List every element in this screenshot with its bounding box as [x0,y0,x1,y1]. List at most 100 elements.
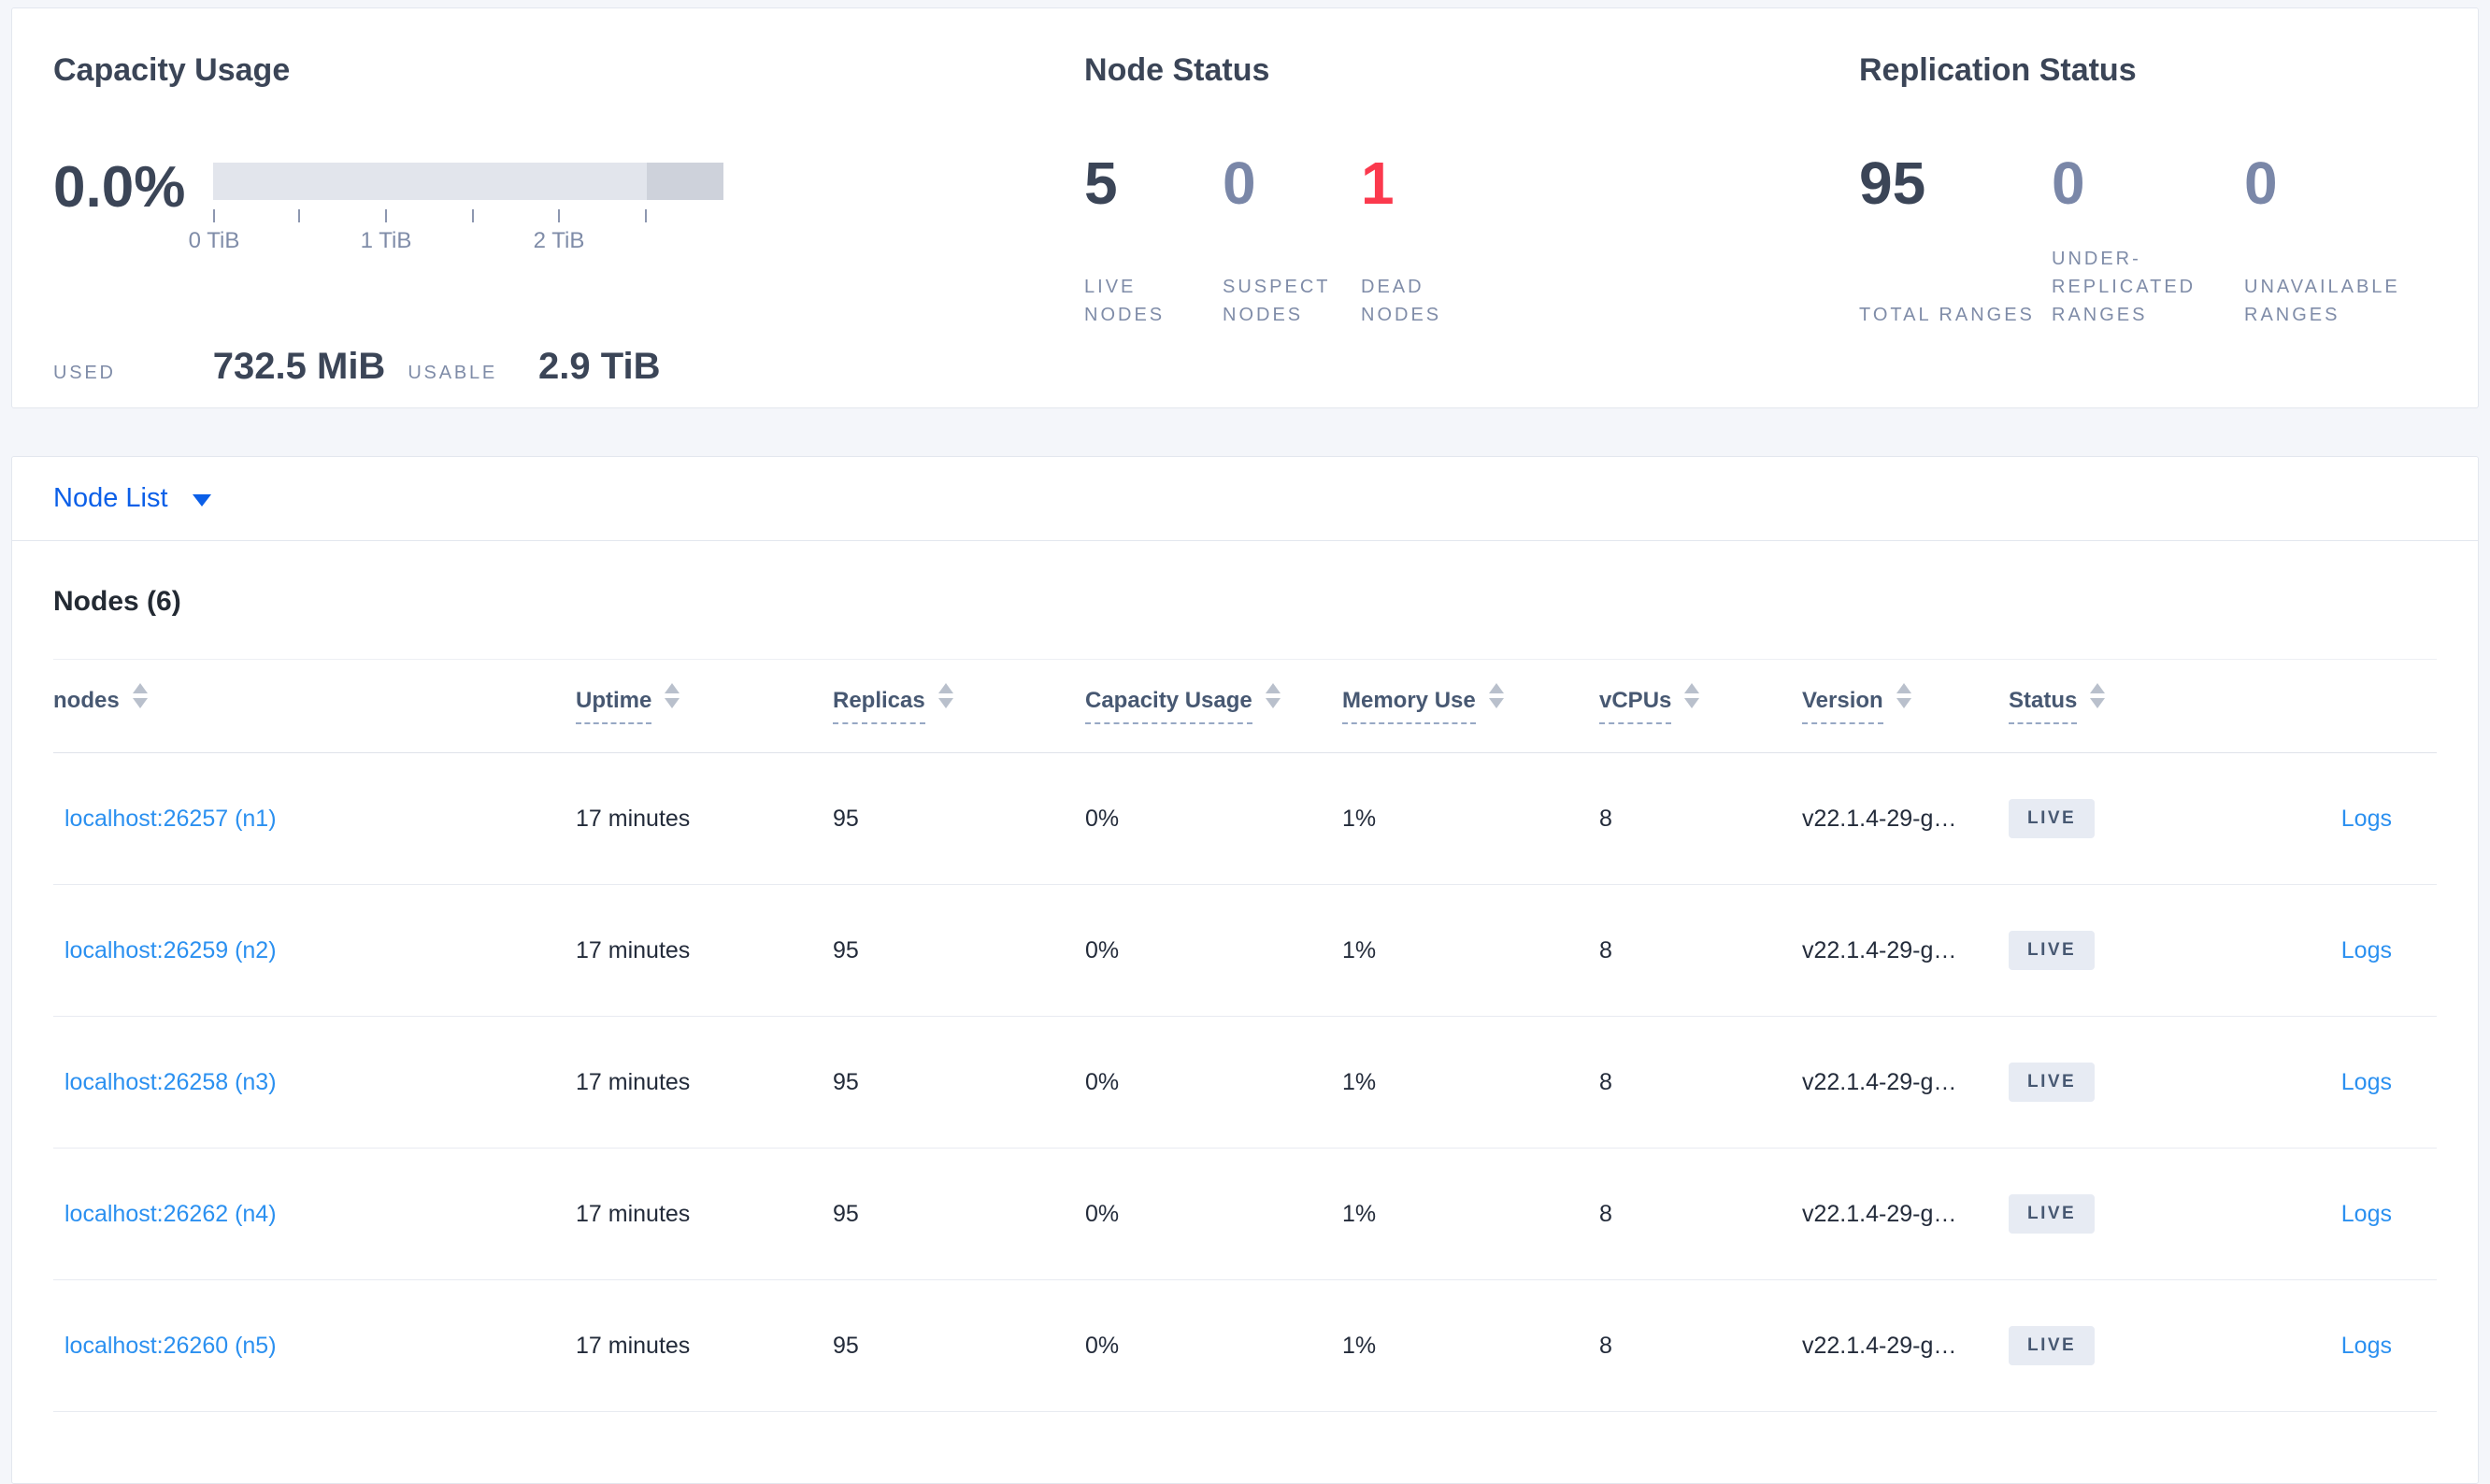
node-cell: localhost:26259 (n2) [53,884,576,1017]
stat-label: UNDER-REPLICATED RANGES [2052,249,2197,325]
column-header[interactable]: vCPUs [1599,659,1802,753]
sort-icon[interactable] [937,683,953,709]
column-header[interactable]: Replicas [833,659,1085,753]
node-status-section: Node Status 5 LIVE NODES 0 SUSPECT NODES… [1084,51,1859,407]
column-header[interactable]: Uptime [576,659,833,753]
sort-icon[interactable] [665,683,680,709]
chevron-down-icon[interactable] [192,494,211,507]
logs-link[interactable]: Logs [2340,805,2392,832]
uptime-cell: 17 minutes [576,752,833,885]
node-status-stats: 5 LIVE NODES 0 SUSPECT NODES 1 DEAD NODE… [1084,150,1859,329]
uptime-cell: 17 minutes [576,1279,833,1412]
stat-label: UNAVAILABLE RANGES [2244,277,2400,325]
table-row: localhost:26258 (n3) 17 minutes 95 0% 1%… [53,1016,2437,1149]
memory-cell: 1% [1342,884,1599,1017]
capacity-cell: 0% [1085,1279,1342,1412]
replication-status-title: Replication Status [1859,52,2137,88]
stat: 5 LIVE NODES [1084,150,1223,329]
logs-link[interactable]: Logs [2340,1200,2392,1227]
stat-label: TOTAL RANGES [1859,305,2035,325]
uptime-cell: 17 minutes [576,1148,833,1280]
usable-label: USABLE [408,363,498,383]
status-badge: LIVE [2009,1063,2096,1102]
capacity-used-percent: 0.0% [53,155,186,220]
node-status-title: Node Status [1084,52,1270,88]
node-link[interactable]: localhost:26259 (n2) [64,936,277,963]
sort-icon[interactable] [1896,683,1911,709]
node-cell: localhost:26260 (n5) [53,1279,576,1412]
column-header[interactable]: nodes [53,659,576,753]
status-cell: LIVE [2009,752,2214,885]
column-header[interactable]: Status [2009,659,2214,753]
version-cell: v22.1.4-29-g… [1802,884,2009,1017]
logs-cell: Logs [2214,752,2437,885]
nodes-section: Nodes (6) nodes Uptime Replicas Capacity… [12,586,2478,1412]
nodes-table: nodes Uptime Replicas Capacity Usage Mem… [53,659,2437,1412]
version-cell: v22.1.4-29-g… [1802,1148,2009,1280]
column-header[interactable]: Version [1802,659,2009,753]
node-link[interactable]: localhost:26258 (n3) [64,1068,277,1095]
capacity-bar-track [213,163,723,200]
capacity-usage-title: Capacity Usage [53,52,291,88]
sort-icon[interactable] [1265,683,1281,709]
logs-cell: Logs [2214,884,2437,1017]
replicas-cell: 95 [833,752,1085,885]
capacity-usage-section: Capacity Usage 0.0% 0 TiB 1 T [53,51,1084,407]
column-header[interactable] [2214,659,2437,753]
sort-icon[interactable] [1684,683,1700,709]
capacity-cell: 0% [1085,1148,1342,1280]
table-header-row: nodes Uptime Replicas Capacity Usage Mem… [53,659,2437,753]
sort-icon[interactable] [2090,683,2106,709]
logs-link[interactable]: Logs [2340,936,2392,963]
stat-value: 5 [1084,150,1118,217]
node-link[interactable]: localhost:26262 (n4) [64,1200,277,1227]
stat: 0 UNAVAILABLE RANGES [2244,150,2437,329]
replicas-cell: 95 [833,1148,1085,1280]
uptime-cell: 17 minutes [576,884,833,1017]
capacity-cell: 0% [1085,752,1342,885]
cluster-summary-panel: Capacity Usage 0.0% 0 TiB 1 T [11,7,2479,408]
column-header[interactable]: Memory Use [1342,659,1599,753]
version-cell: v22.1.4-29-g… [1802,1279,2009,1412]
node-link[interactable]: localhost:26260 (n5) [64,1332,277,1359]
version-cell: v22.1.4-29-g… [1802,752,2009,885]
capacity-bar-other-segment [647,163,723,200]
node-list-dropdown[interactable]: Node List [12,457,2478,541]
logs-link[interactable]: Logs [2340,1332,2392,1359]
replicas-cell: 95 [833,1016,1085,1149]
replicas-cell: 95 [833,1279,1085,1412]
capacity-usage-values: USED 732.5 MiB USABLE 2.9 TiB [53,346,1084,388]
table-body: localhost:26257 (n1) 17 minutes 95 0% 1%… [53,752,2437,1412]
memory-cell: 1% [1342,1016,1599,1149]
vcpus-cell: 8 [1599,884,1802,1017]
vcpus-cell: 8 [1599,752,1802,885]
vcpus-cell: 8 [1599,1279,1802,1412]
stat: 0 SUSPECT NODES [1223,150,1361,329]
axis-label-0tib: 0 TiB [188,228,240,253]
capacity-axis-ticks [213,209,723,222]
stat-value: 0 [2244,150,2278,217]
usable-value: 2.9 TiB [538,346,661,387]
capacity-usage-chart: 0.0% 0 TiB 1 TiB 2 TiB [53,155,1084,256]
used-value: 732.5 MiB [212,346,386,387]
node-list-panel: Node List Nodes (6) nodes Uptime Replica… [11,456,2479,1484]
axis-label-2tib: 2 TiB [533,228,585,253]
stat-value: 1 [1361,150,1395,217]
node-cell: localhost:26262 (n4) [53,1148,576,1280]
sort-icon[interactable] [132,683,148,709]
stat: 95 TOTAL RANGES [1859,150,2052,329]
node-link[interactable]: localhost:26257 (n1) [64,805,277,832]
sort-icon[interactable] [1488,683,1504,709]
logs-link[interactable]: Logs [2340,1068,2392,1095]
logs-cell: Logs [2214,1016,2437,1149]
replicas-cell: 95 [833,884,1085,1017]
status-badge: LIVE [2009,1326,2096,1365]
vcpus-cell: 8 [1599,1016,1802,1149]
status-cell: LIVE [2009,1016,2214,1149]
uptime-cell: 17 minutes [576,1016,833,1149]
status-cell: LIVE [2009,1148,2214,1280]
stat-value: 0 [2052,150,2085,217]
column-header[interactable]: Capacity Usage [1085,659,1342,753]
status-badge: LIVE [2009,1194,2096,1234]
node-list-dropdown-label[interactable]: Node List [53,483,168,513]
